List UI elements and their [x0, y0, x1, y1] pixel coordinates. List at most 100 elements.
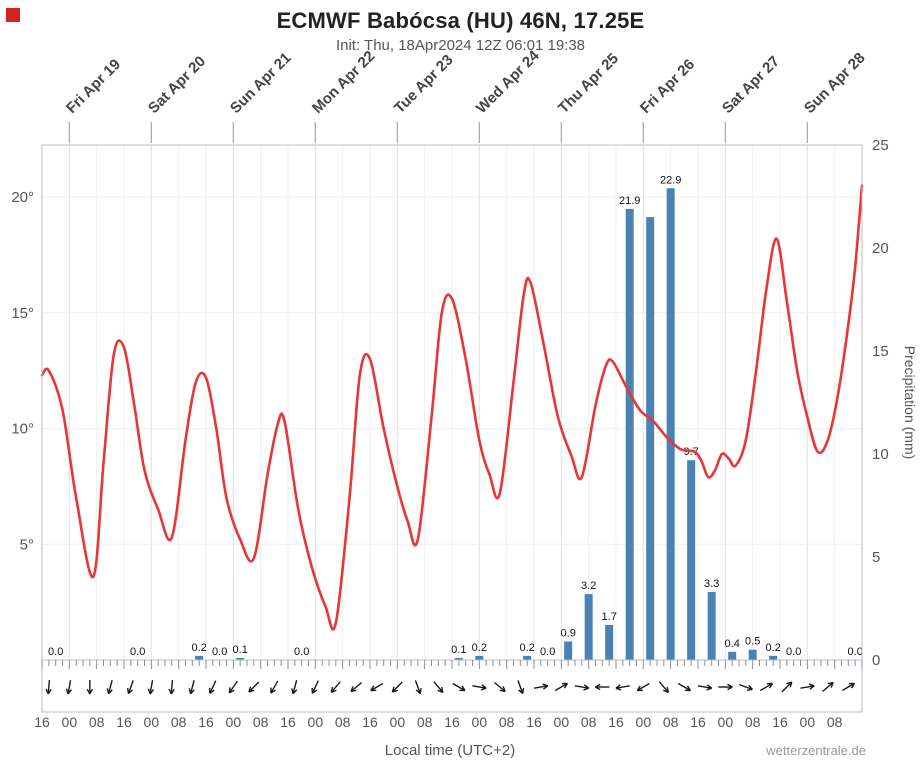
y-right-tick-label: 10 [872, 446, 889, 463]
bar-value-label: 21.9 [619, 195, 640, 207]
x-tick-label: 08 [827, 714, 843, 730]
x-tick-label: 16 [690, 714, 706, 730]
bar-value-label: 0.0 [48, 646, 63, 658]
x-tick-label: 08 [745, 714, 761, 730]
y-left-tick-label: 20° [11, 189, 34, 206]
wind-arrow [433, 681, 444, 694]
x-tick-label: 00 [308, 714, 324, 730]
day-label: Sat Apr 27 [719, 53, 783, 117]
wind-arrow [636, 682, 650, 692]
temperature-series [40, 184, 864, 631]
wind-arrow [147, 679, 155, 695]
wind-arrow [759, 682, 773, 692]
bar-value-label: 0.4 [725, 638, 740, 650]
bar-value-label: 0.2 [472, 642, 487, 654]
x-tick-label: 08 [253, 714, 269, 730]
wind-arrow [800, 683, 815, 690]
x-tick-label: 16 [608, 714, 624, 730]
temperature-line [40, 184, 864, 631]
x-tick-label: 16 [526, 714, 542, 730]
wind-arrow [45, 679, 52, 695]
wind-arrow [65, 679, 73, 695]
wind-arrow [228, 680, 238, 694]
wind-arrow [472, 684, 487, 691]
x-tick-label: 00 [226, 714, 242, 730]
wind-arrow [188, 680, 195, 695]
x-tick-label: 08 [581, 714, 597, 730]
day-axis: Fri Apr 19 Sat Apr 20 Sun Apr 21 Mon Apr 22… [63, 47, 869, 143]
bar-value-label: 3.2 [581, 580, 596, 592]
precip-bar [769, 655, 778, 660]
wind-arrow [615, 684, 630, 691]
x-axis: 16 00 08 16 00 08 16 00 08 16 00 08 16 00 08 16 00 08 16 00… [34, 660, 863, 730]
x-tick-label: 08 [335, 714, 351, 730]
wind-arrow [677, 682, 691, 692]
day-label: Thu Apr 25 [555, 50, 622, 117]
day-label: Sun Apr 21 [227, 49, 295, 117]
wind-arrow [554, 682, 568, 692]
y-axes: 5° 10° 15° 20° 0 5 10 15 20 25 Precipitation (mm) [11, 137, 918, 669]
wind-arrow [414, 680, 422, 695]
x-tick-label: 08 [89, 714, 105, 730]
precip-bar [666, 188, 675, 660]
bar-value-label: 22.9 [660, 174, 681, 186]
wind-arrow [781, 681, 793, 693]
x-tick-label: 00 [390, 714, 406, 730]
x-tick-label: 16 [116, 714, 132, 730]
watermark: wetterzentrale.de [766, 743, 866, 758]
bar-value-label: 0.2 [520, 642, 535, 654]
wind-arrow [739, 683, 753, 691]
x-tick-label: 16 [280, 714, 296, 730]
logo-mark [6, 8, 20, 22]
precip-bar [564, 641, 573, 660]
day-label: Fri Apr 26 [637, 56, 698, 117]
wind-barbs [45, 679, 855, 695]
y-right-tick-label: 25 [872, 137, 889, 154]
x-tick-label: 16 [444, 714, 460, 730]
wind-arrow [391, 681, 403, 693]
bar-value-label: 0.1 [233, 644, 248, 656]
bar-value-label: 0.0 [540, 646, 555, 658]
x-tick-label: 16 [34, 714, 50, 730]
wind-arrow [697, 684, 713, 691]
wind-arrow [452, 682, 466, 692]
precip-bar [728, 651, 737, 660]
precip-bar [584, 594, 593, 660]
wind-arrow [822, 681, 834, 693]
x-axis-title: Local time (UTC+2) [384, 742, 516, 759]
wind-arrow [330, 681, 341, 694]
wind-arrow [311, 680, 319, 694]
chart-title: ECMWF Babócsa (HU) 46N, 17.25E [276, 8, 645, 33]
y-right-axis-title: Precipitation (mm) [902, 346, 918, 460]
day-label: Mon Apr 22 [309, 48, 378, 117]
wind-arrow [291, 680, 298, 695]
wind-arrow [718, 683, 733, 691]
bar-value-label: 0.0 [130, 646, 145, 658]
wind-arrow [595, 683, 610, 691]
wind-arrow [270, 680, 279, 694]
y-left-tick-label: 15° [11, 305, 34, 322]
precip-bar [605, 624, 614, 660]
bar-value-label: 0.2 [192, 642, 207, 654]
precip-bar [625, 208, 634, 661]
x-tick-label: 00 [144, 714, 160, 730]
bar-value-label: 0.1 [451, 644, 466, 656]
wind-arrow [658, 681, 670, 694]
x-tick-label: 08 [663, 714, 679, 730]
wind-arrow [533, 683, 549, 690]
x-tick-label: 08 [171, 714, 187, 730]
y-left-tick-label: 5° [20, 536, 34, 553]
wind-arrow [494, 681, 506, 693]
x-tick-label: 00 [718, 714, 734, 730]
x-tick-label: 00 [62, 714, 78, 730]
x-tick-label: 00 [800, 714, 816, 730]
wind-arrow [370, 682, 384, 692]
precip-bar [195, 655, 204, 660]
bar-value-label: 0.2 [766, 642, 781, 654]
x-tick-label: 08 [499, 714, 515, 730]
x-tick-label: 16 [772, 714, 788, 730]
x-tick-label: 16 [362, 714, 378, 730]
day-label: Tue Apr 23 [391, 51, 457, 117]
wind-arrow [574, 684, 590, 691]
